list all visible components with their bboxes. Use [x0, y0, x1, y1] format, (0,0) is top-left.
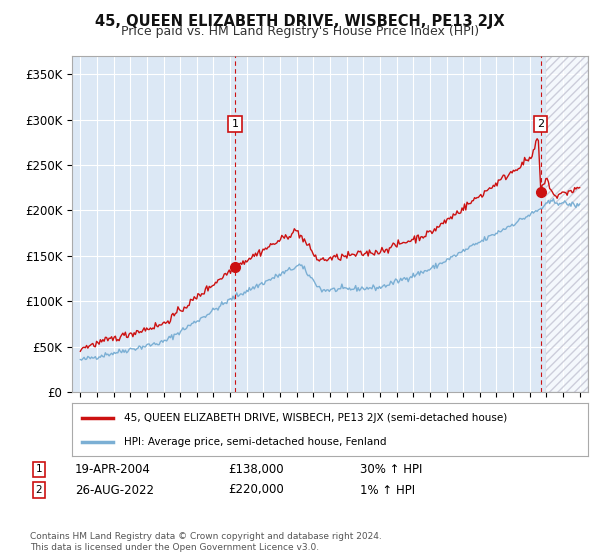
Text: Contains HM Land Registry data © Crown copyright and database right 2024.
This d: Contains HM Land Registry data © Crown c… [30, 532, 382, 552]
Text: 1% ↑ HPI: 1% ↑ HPI [360, 483, 415, 497]
Text: 2: 2 [537, 119, 544, 129]
Text: 45, QUEEN ELIZABETH DRIVE, WISBECH, PE13 2JX: 45, QUEEN ELIZABETH DRIVE, WISBECH, PE13… [95, 14, 505, 29]
Text: £138,000: £138,000 [228, 463, 284, 476]
Text: 45, QUEEN ELIZABETH DRIVE, WISBECH, PE13 2JX (semi-detached house): 45, QUEEN ELIZABETH DRIVE, WISBECH, PE13… [124, 413, 507, 423]
Text: Price paid vs. HM Land Registry's House Price Index (HPI): Price paid vs. HM Land Registry's House … [121, 25, 479, 38]
Text: 1: 1 [232, 119, 239, 129]
Text: 30% ↑ HPI: 30% ↑ HPI [360, 463, 422, 476]
Text: HPI: Average price, semi-detached house, Fenland: HPI: Average price, semi-detached house,… [124, 436, 386, 446]
Text: 1: 1 [35, 464, 43, 474]
Text: 2: 2 [35, 485, 43, 495]
Text: 26-AUG-2022: 26-AUG-2022 [75, 483, 154, 497]
Text: 19-APR-2004: 19-APR-2004 [75, 463, 151, 476]
Text: £220,000: £220,000 [228, 483, 284, 497]
